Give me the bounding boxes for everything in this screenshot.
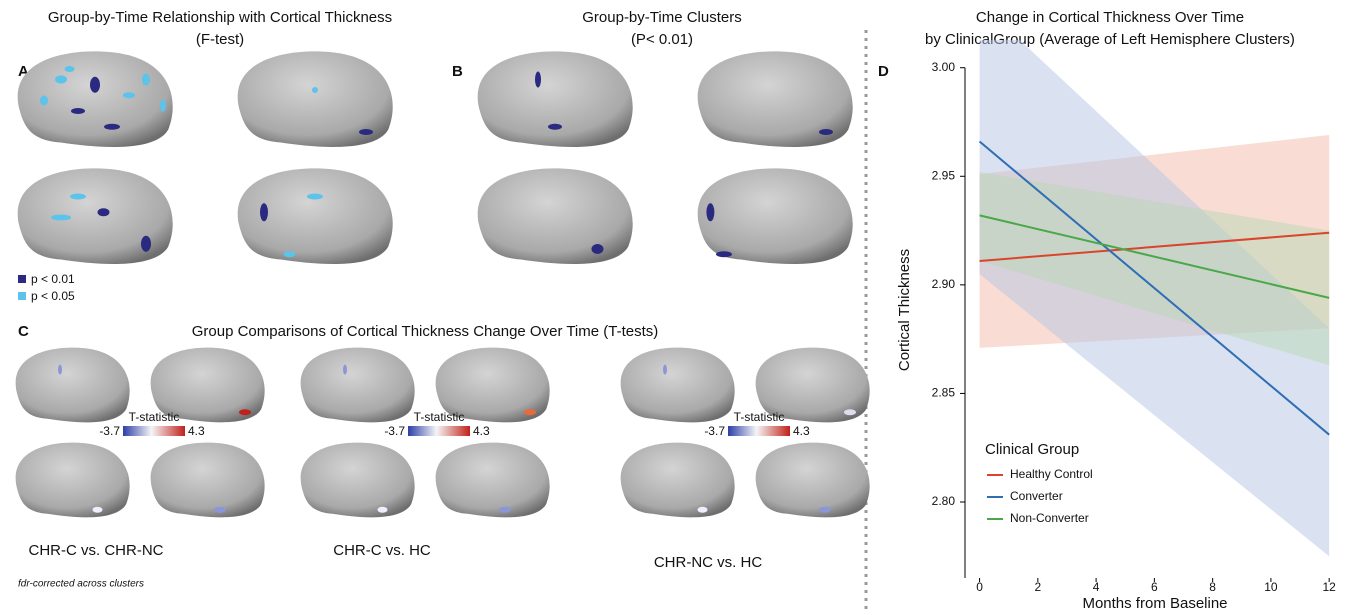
legend-label: p < 0.05	[31, 289, 75, 303]
brain	[16, 348, 130, 423]
x-tick-label: 6	[1151, 580, 1158, 594]
x-tick-label: 4	[1093, 580, 1100, 594]
x-tick-label: 12	[1322, 580, 1336, 594]
panel-title: Group-by-Time Relationship with Cortical…	[48, 9, 392, 26]
legend-swatch	[18, 275, 26, 283]
cluster	[70, 194, 86, 200]
cluster	[819, 129, 833, 135]
cluster	[535, 72, 541, 88]
y-tick-label: 2.90	[932, 277, 956, 291]
cluster	[160, 100, 166, 112]
cluster	[716, 251, 732, 257]
cluster	[343, 365, 347, 375]
legend-label: Non-Converter	[1010, 511, 1089, 525]
cluster	[706, 203, 714, 221]
cluster	[524, 409, 536, 415]
cluster	[98, 208, 110, 216]
legend-swatch	[18, 292, 26, 300]
legend-label: p < 0.01	[31, 272, 75, 286]
colorbar-max: 4.3	[188, 424, 205, 438]
cluster	[214, 507, 226, 513]
legend-label: Converter	[1010, 489, 1063, 503]
cluster	[499, 507, 511, 513]
panel-label: C	[18, 323, 29, 340]
cluster	[51, 215, 71, 221]
cluster	[123, 92, 135, 98]
legend-title: Clinical Group	[985, 441, 1079, 458]
brain	[478, 51, 633, 147]
comparison-label: CHR-C vs. HC	[333, 542, 431, 559]
brain	[301, 443, 415, 518]
x-tick-label: 8	[1209, 580, 1216, 594]
x-tick-label: 0	[976, 580, 983, 594]
brain	[621, 348, 735, 423]
cluster	[307, 194, 323, 200]
colorbar-max: 4.3	[473, 424, 490, 438]
cluster	[90, 77, 100, 93]
cluster	[284, 251, 296, 257]
cluster	[359, 129, 373, 135]
colorbar-min: -3.7	[384, 424, 405, 438]
x-tick-label: 10	[1264, 580, 1278, 594]
cluster	[141, 236, 151, 252]
cluster	[55, 76, 67, 84]
cluster	[592, 244, 604, 254]
legend-label: Healthy Control	[1010, 467, 1093, 481]
y-tick-label: 2.85	[932, 386, 956, 400]
y-tick-label: 2.95	[932, 168, 956, 182]
y-axis-label: Cortical Thickness	[896, 249, 913, 371]
chart-title: Change in Cortical Thickness Over Time	[976, 9, 1244, 26]
brain	[18, 168, 173, 264]
colorbar-min: -3.7	[704, 424, 725, 438]
cluster	[58, 365, 62, 375]
y-tick-label: 2.80	[932, 494, 956, 508]
cluster	[40, 96, 48, 106]
footnote: fdr-corrected across clusters	[18, 579, 144, 590]
cluster	[142, 74, 150, 86]
figure: Group-by-Time Relationship with Cortical…	[0, 0, 1347, 615]
cluster	[93, 507, 103, 513]
brain	[698, 168, 853, 264]
cluster	[71, 108, 85, 114]
colorbar	[123, 426, 185, 436]
brain	[16, 443, 130, 518]
x-axis-label: Months from Baseline	[1082, 595, 1227, 612]
cluster	[378, 507, 388, 513]
panel-title: Group Comparisons of Cortical Thickness …	[192, 323, 659, 340]
colorbar-title: T-statistic	[734, 410, 785, 424]
colorbar-max: 4.3	[793, 424, 810, 438]
colorbar-title: T-statistic	[129, 410, 180, 424]
panel-subtitle: (F-test)	[196, 31, 244, 48]
brain	[301, 348, 415, 423]
panel-subtitle: (P< 0.01)	[631, 31, 693, 48]
x-tick-label: 2	[1034, 580, 1041, 594]
cluster	[65, 66, 75, 72]
brain	[756, 443, 870, 518]
cluster	[312, 87, 318, 93]
comparison-label: CHR-NC vs. HC	[654, 554, 762, 571]
cluster	[239, 409, 251, 415]
brain	[621, 443, 735, 518]
colorbar	[728, 426, 790, 436]
cluster	[844, 409, 856, 415]
cluster	[104, 124, 120, 130]
brain	[151, 443, 265, 518]
cluster	[819, 507, 831, 513]
cluster	[698, 507, 708, 513]
panel-label: D	[878, 63, 889, 80]
panel-title: Group-by-Time Clusters	[582, 9, 741, 26]
colorbar	[408, 426, 470, 436]
cluster	[260, 203, 268, 221]
brain	[478, 168, 633, 264]
comparison-label: CHR-C vs. CHR-NC	[29, 542, 164, 559]
brain	[436, 443, 550, 518]
panel-label: B	[452, 63, 463, 80]
cluster	[663, 365, 667, 375]
y-tick-label: 3.00	[932, 60, 956, 74]
colorbar-min: -3.7	[99, 424, 120, 438]
cluster	[548, 124, 562, 130]
colorbar-title: T-statistic	[414, 410, 465, 424]
